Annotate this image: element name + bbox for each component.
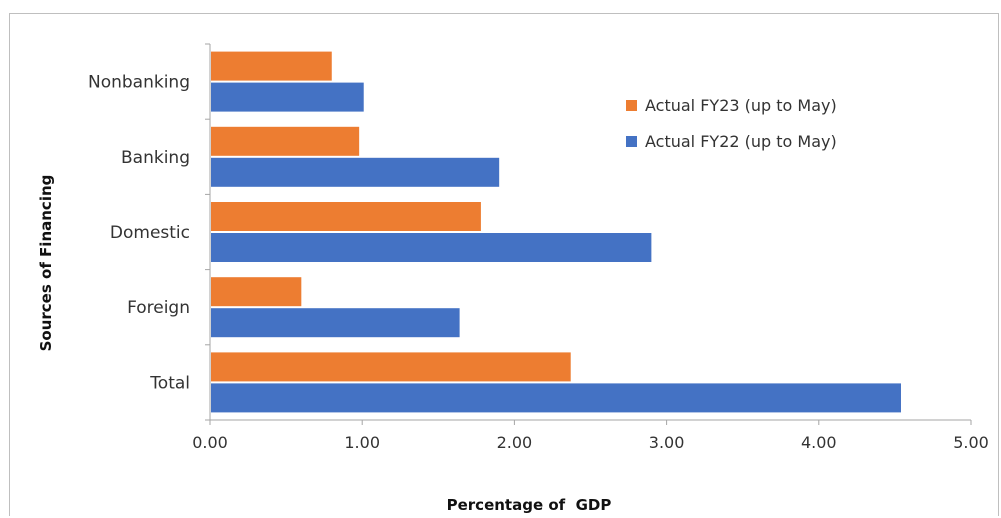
x-tick-label: 0.00 xyxy=(192,433,228,452)
legend-swatch-series-0 xyxy=(626,100,637,111)
bar-nonbanking-series-1 xyxy=(211,82,364,112)
legend-label-series-0: Actual FY23 (up to May) xyxy=(645,96,837,115)
category-label-domestic: Domestic xyxy=(110,223,190,243)
x-tick-label: 2.00 xyxy=(497,433,533,452)
y-ticks-group xyxy=(205,43,210,421)
legend-swatch-series-1 xyxy=(626,136,637,147)
category-label-banking: Banking xyxy=(121,148,190,168)
x-ticks-group xyxy=(209,420,972,425)
bar-foreign-series-0 xyxy=(211,277,302,307)
x-tick-label: 4.00 xyxy=(801,433,837,452)
bar-banking-series-1 xyxy=(211,157,500,187)
bar-total-series-0 xyxy=(211,352,571,382)
y-axis-title: Sources of Financing xyxy=(37,175,55,352)
x-tick-label: 3.00 xyxy=(649,433,685,452)
bars-group xyxy=(211,51,901,413)
legend-label-series-1: Actual FY22 (up to May) xyxy=(645,132,837,151)
category-labels-group: Nonbanking Banking Domestic Foreign Total xyxy=(88,73,190,394)
bar-banking-series-0 xyxy=(211,126,360,156)
bar-foreign-series-1 xyxy=(211,308,460,338)
category-label-total: Total xyxy=(149,373,190,393)
legend: Actual FY23 (up to May) Actual FY22 (up t… xyxy=(626,96,837,151)
bar-domestic-series-1 xyxy=(211,233,652,262)
bar-nonbanking-series-0 xyxy=(211,51,332,81)
category-label-foreign: Foreign xyxy=(127,298,190,318)
bar-domestic-series-0 xyxy=(211,202,481,231)
x-axis-title: Percentage of GDP xyxy=(447,496,612,514)
x-tick-label: 5.00 xyxy=(953,433,989,452)
x-tick-label: 1.00 xyxy=(344,433,380,452)
category-label-nonbanking: Nonbanking xyxy=(88,73,190,93)
bar-total-series-1 xyxy=(211,383,901,413)
x-tick-labels-group: 0.00 1.00 2.00 3.00 4.00 5.00 xyxy=(192,433,989,452)
chart-frame xyxy=(9,13,999,516)
